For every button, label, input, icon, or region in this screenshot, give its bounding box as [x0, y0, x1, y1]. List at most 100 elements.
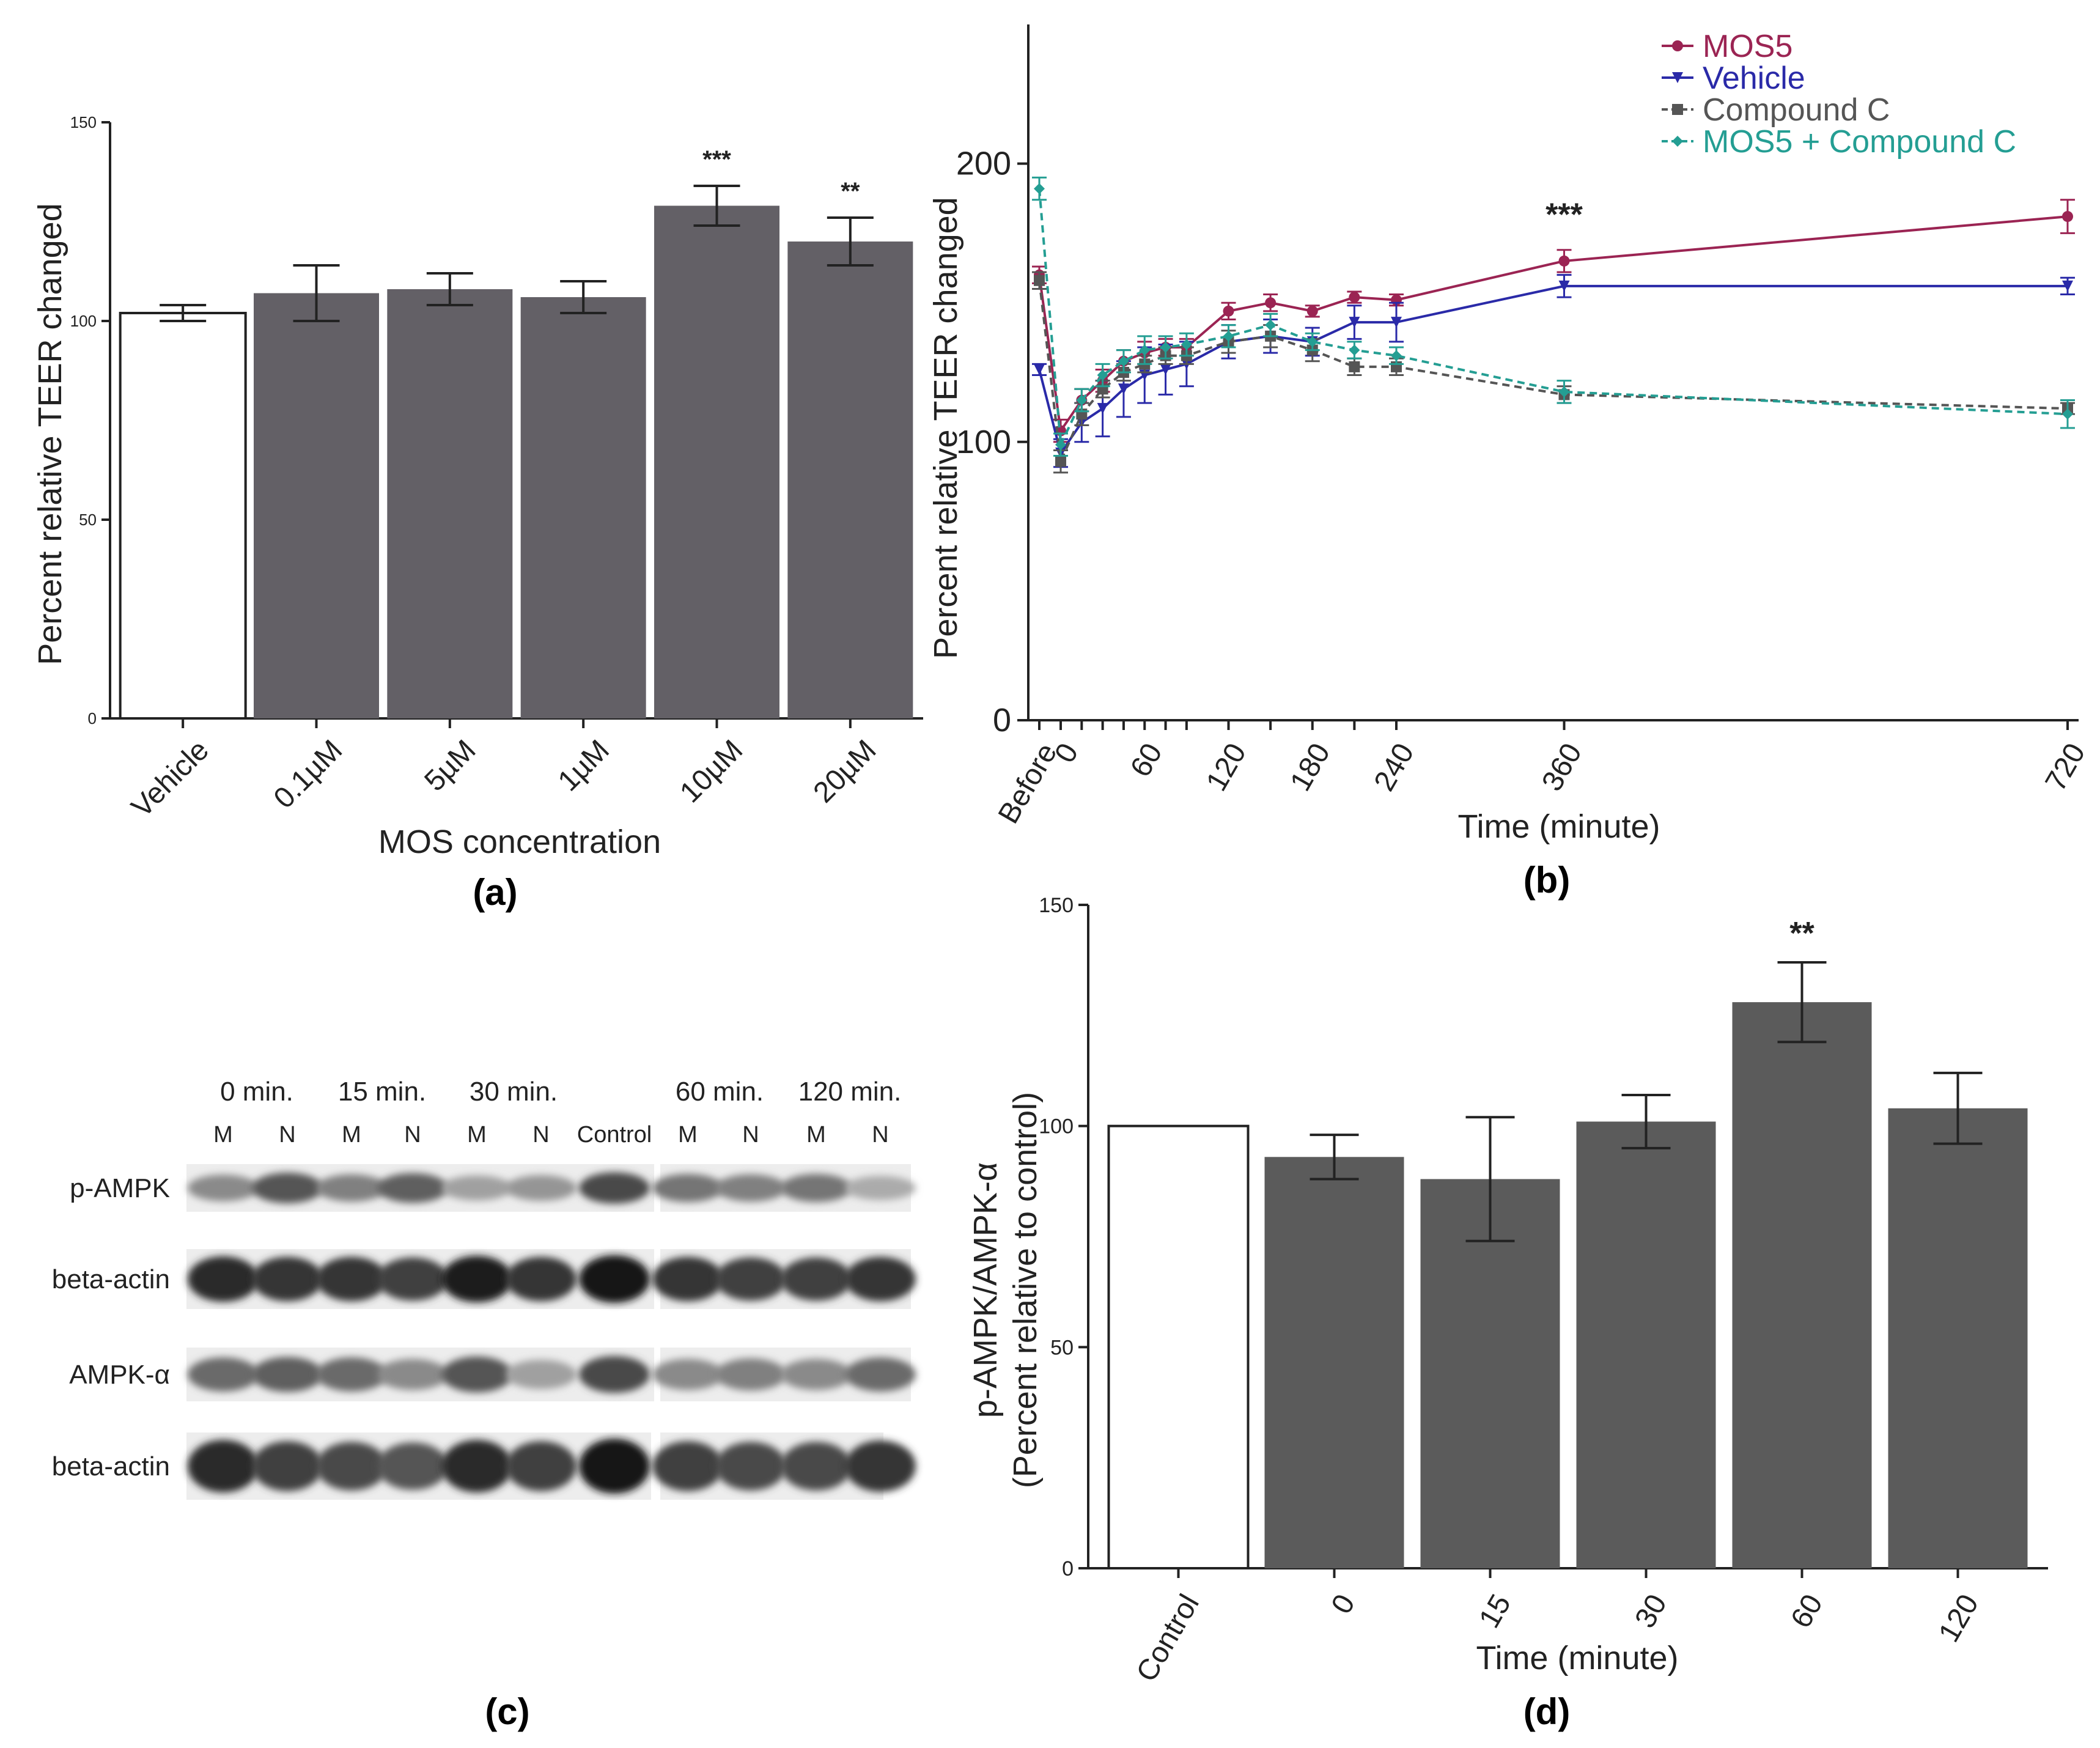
- panel-a-bar: [520, 297, 646, 718]
- blot-lane-label: M: [213, 1122, 233, 1148]
- blot-lane-label: N: [532, 1122, 549, 1148]
- panel-d-xtick-label: 120: [1932, 1589, 1985, 1648]
- panel-b-point: [1265, 319, 1277, 331]
- blot-band: [781, 1359, 852, 1390]
- panel-a-bar: [387, 289, 513, 718]
- panel-b-series-compound-c: [1032, 271, 2075, 474]
- panel-d-xtick-label: 60: [1785, 1589, 1829, 1634]
- panel-b-point: [1672, 104, 1683, 115]
- panel-a-xtick-label: 20µM: [808, 734, 883, 809]
- panel-d-ylabel-line1: p-AMPK/AMPK-α: [967, 1162, 1004, 1418]
- panel-b-point: [1034, 275, 1045, 286]
- panel-b-xtick-label: 240: [1368, 738, 1421, 797]
- blot-time-header: 30 min.: [470, 1077, 558, 1107]
- panel-b-significance: ***: [1546, 197, 1583, 233]
- panel-a-significance: ***: [702, 146, 731, 173]
- panel-b-series-vehicle: [1032, 274, 2075, 468]
- panel-d-bar-chart: p-AMPK/AMPK-α (Percent relative to contr…: [967, 894, 2048, 1687]
- panel-a-xtick-label: 0.1µM: [268, 734, 348, 814]
- blot-band: [377, 1359, 448, 1390]
- panel-b-point: [1349, 344, 1360, 356]
- panel-a-xtick-label: 5µM: [418, 734, 482, 797]
- panel-label-c: (c): [485, 1691, 529, 1732]
- blot-band: [652, 1173, 723, 1203]
- panel-c-western-blot: 0 min. 15 min. 30 min. 60 min. 120 min. M N M N M…: [52, 1077, 916, 1500]
- panel-a-ytick-label: 50: [79, 511, 97, 529]
- panel-label-a: (a): [473, 872, 517, 913]
- panel-b-point: [1391, 350, 1402, 361]
- blot-band: [506, 1175, 577, 1201]
- panel-b-legend-label: Vehicle: [1703, 61, 1805, 96]
- blot-band: [188, 1256, 259, 1302]
- blot-lane-label: M: [806, 1122, 826, 1148]
- panel-b-point: [1306, 305, 1318, 317]
- panel-d-ytick-label: 0: [1062, 1557, 1074, 1580]
- panel-d-bar: [1107, 1124, 1250, 1569]
- blot-lane-label: N: [279, 1122, 295, 1148]
- blot-band: [652, 1359, 723, 1390]
- panel-b-point: [1672, 136, 1683, 147]
- panel-a-bar: [119, 312, 247, 720]
- panel-b-xtick-label: 720: [2039, 738, 2092, 797]
- blot-band: [441, 1175, 512, 1201]
- panel-b-ytick-label: 200: [956, 146, 1011, 182]
- panel-d-ytick-label: 50: [1050, 1336, 1074, 1359]
- panel-d-significance: **: [1789, 916, 1814, 951]
- panel-b-point: [1223, 305, 1234, 317]
- blot-band: [845, 1256, 916, 1302]
- blot-band: [506, 1441, 577, 1491]
- blot-lane-label: M: [678, 1122, 698, 1148]
- panel-label-d: (d): [1523, 1691, 1571, 1732]
- blot-band: [652, 1441, 723, 1491]
- blot-row-label: beta-actin: [52, 1451, 170, 1481]
- blot-band: [316, 1174, 387, 1202]
- panel-a-bar: [787, 242, 913, 718]
- panel-d-bar: [1420, 1179, 1560, 1568]
- panel-b-point: [1118, 355, 1129, 367]
- blot-band: [441, 1356, 512, 1393]
- panel-d-bar: [1576, 1121, 1716, 1568]
- blot-band: [377, 1173, 448, 1203]
- panel-a-xtick-label: 10µM: [674, 734, 749, 809]
- blot-band: [781, 1257, 852, 1301]
- blot-band: [845, 1176, 916, 1200]
- panel-b-legend-label: MOS5 + Compound C: [1703, 124, 2016, 160]
- panel-b-point: [1306, 336, 1318, 347]
- panel-b-point: [1223, 330, 1234, 342]
- blot-band: [188, 1175, 259, 1201]
- panel-b-point: [1139, 344, 1151, 356]
- panel-d-bar: [1264, 1157, 1404, 1568]
- panel-a-xtick-label: 1µM: [552, 734, 616, 797]
- panel-b-point: [1558, 255, 1570, 267]
- panel-a-ytick-label: 150: [70, 113, 97, 131]
- blot-band: [441, 1440, 512, 1492]
- blot-time-header: 0 min.: [220, 1077, 293, 1107]
- blot-band: [579, 1439, 650, 1494]
- panel-b-point: [1076, 394, 1088, 406]
- blot-time-header: 15 min.: [338, 1077, 426, 1107]
- blot-band: [377, 1257, 448, 1301]
- blot-band: [845, 1357, 916, 1392]
- panel-a-bar-chart: Percent relative TEER changed MOS concen…: [32, 113, 923, 860]
- panel-b-point: [1558, 386, 1570, 397]
- panel-b-ytick-label: 0: [993, 702, 1011, 739]
- panel-b-xlabel: Time (minute): [1457, 808, 1660, 845]
- panel-d-xtick-label: 15: [1473, 1589, 1517, 1634]
- blot-row-label: p-AMPK: [70, 1173, 170, 1203]
- blot-band: [188, 1440, 259, 1492]
- blot-band: [652, 1256, 723, 1302]
- panel-b-point: [1034, 364, 1045, 375]
- panel-a-ytick-label: 100: [70, 312, 97, 330]
- blot-band: [579, 1172, 650, 1204]
- panel-b-line-chart: Percent relative TEER changed Time (minu…: [927, 24, 2092, 845]
- panel-d-xlabel: Time (minute): [1476, 1640, 1678, 1676]
- blot-band: [506, 1256, 577, 1302]
- panel-b-point: [2062, 211, 2073, 223]
- panel-a-xlabel: MOS concentration: [378, 824, 661, 860]
- panel-b-xtick-label: 360: [1536, 738, 1588, 797]
- blot-band: [715, 1442, 786, 1491]
- panel-b-point: [1558, 280, 1570, 292]
- panel-b-point: [1118, 383, 1129, 395]
- blot-band: [252, 1357, 323, 1392]
